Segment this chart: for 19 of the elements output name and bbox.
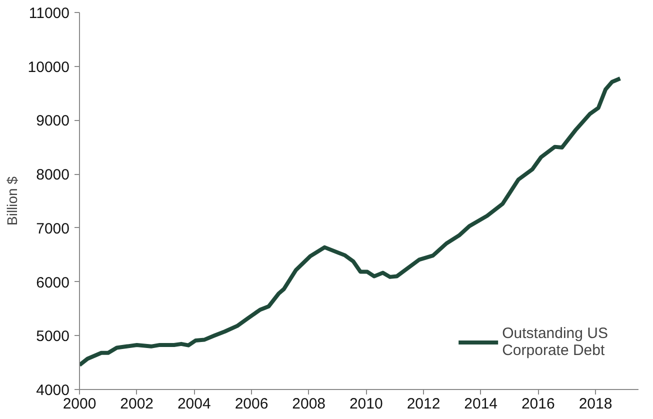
x-tick-label: 2012 xyxy=(406,396,440,412)
y-axis-title: Billion $ xyxy=(4,176,20,226)
y-tick-label: 7000 xyxy=(36,220,70,238)
x-tick-label: 2008 xyxy=(292,396,326,412)
y-tick-label: 10000 xyxy=(28,58,70,76)
x-tick-label: 2002 xyxy=(120,396,154,412)
x-tick-label: 2018 xyxy=(578,396,612,412)
y-tick-label: 9000 xyxy=(36,112,70,130)
y-tick-label: 6000 xyxy=(36,274,70,292)
x-tick-label: 2014 xyxy=(464,396,498,412)
y-tick-label: 5000 xyxy=(36,328,70,346)
y-tick-label: 11000 xyxy=(28,5,70,22)
legend-label: Outstanding US Corporate Debt xyxy=(502,325,608,359)
y-tick-label: 8000 xyxy=(36,166,70,184)
x-tick-label: 2004 xyxy=(177,396,211,412)
line-series xyxy=(80,76,622,367)
x-tick-label: 2016 xyxy=(521,396,555,412)
x-tick-label: 2010 xyxy=(349,396,383,412)
x-tick-label: 2006 xyxy=(234,396,268,412)
